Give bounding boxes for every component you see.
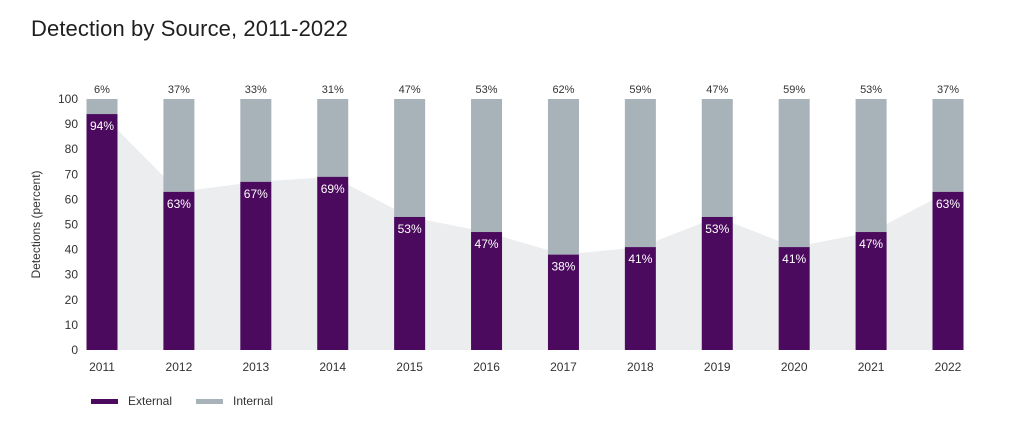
y-tick-0: 0: [71, 343, 78, 357]
label-external-2011: 94%: [90, 119, 114, 133]
bar-internal-2017: [547, 99, 579, 255]
label-external-2019: 53%: [705, 222, 729, 236]
label-external-2017: 38%: [551, 260, 575, 274]
bar-external-2015: [394, 216, 426, 350]
x-tick-2018: 2018: [627, 360, 654, 374]
x-tick-2017: 2017: [550, 360, 577, 374]
label-external-2012: 63%: [167, 197, 191, 211]
label-external-2018: 41%: [628, 252, 652, 266]
bar-internal-2018: [624, 99, 656, 248]
label-internal-2013: 33%: [245, 84, 267, 96]
label-external-2014: 69%: [321, 182, 345, 196]
legend-item-external: External: [91, 394, 172, 408]
bar-external-2013: [240, 181, 272, 350]
x-tick-2012: 2012: [166, 360, 193, 374]
label-internal-2015: 47%: [399, 84, 421, 96]
label-external-2015: 53%: [398, 222, 422, 236]
legend-item-internal: Internal: [196, 394, 273, 408]
label-internal-2021: 53%: [860, 84, 882, 96]
bar-layer: [86, 99, 964, 350]
bar-internal-2016: [471, 99, 503, 233]
legend-swatch-external: [91, 398, 118, 404]
y-tick-30: 30: [65, 268, 79, 282]
label-internal-2018: 59%: [629, 84, 651, 96]
x-tick-2011: 2011: [89, 360, 115, 374]
x-tick-2019: 2019: [704, 360, 731, 374]
legend-label-internal: Internal: [233, 394, 274, 408]
bar-internal-2020: [778, 99, 810, 248]
bar-external-2019: [701, 216, 733, 350]
y-tick-50: 50: [65, 218, 79, 232]
label-external-2022: 63%: [936, 197, 960, 211]
trend-area-layer: [102, 114, 948, 350]
bar-internal-2012: [163, 99, 195, 192]
x-tick-2014: 2014: [319, 360, 346, 374]
chart-legend: External Internal: [91, 394, 297, 408]
bar-external-2021: [855, 232, 887, 350]
bar-internal-2014: [317, 99, 349, 177]
bar-internal-2022: [932, 99, 964, 192]
label-internal-2020: 59%: [783, 84, 805, 96]
label-internal-2014: 31%: [322, 84, 344, 96]
chart-title: Detection by Source, 2011-2022: [31, 16, 348, 41]
label-external-2013: 67%: [244, 187, 268, 201]
bar-internal-2011: [86, 99, 118, 115]
label-external-2016: 47%: [475, 237, 499, 251]
bar-external-2011: [86, 114, 118, 350]
y-tick-100: 100: [58, 92, 78, 106]
label-internal-2017: 62%: [552, 84, 574, 96]
label-layer: 6% 94% 37% 63% 33% 67% 31% 69% 47% 53% 53% 47% 62% 38…: [90, 84, 960, 274]
y-tick-60: 60: [65, 192, 79, 206]
bar-external-2022: [932, 191, 964, 350]
bar-external-2017: [547, 254, 579, 350]
y-tick-80: 80: [65, 142, 79, 156]
bar-external-2012: [163, 191, 195, 350]
bar-internal-2013: [240, 99, 272, 182]
bar-external-2018: [624, 247, 656, 350]
bar-external-2020: [778, 247, 810, 350]
label-external-2021: 47%: [859, 237, 883, 251]
y-tick-40: 40: [65, 243, 79, 257]
label-internal-2012: 37%: [168, 84, 190, 96]
x-tick-2013: 2013: [242, 360, 269, 374]
label-internal-2016: 53%: [476, 84, 498, 96]
y-tick-20: 20: [65, 293, 79, 307]
x-tick-2015: 2015: [396, 360, 423, 374]
y-tick-10: 10: [65, 318, 79, 332]
x-tick-2020: 2020: [781, 360, 808, 374]
bar-internal-2015: [394, 99, 426, 217]
y-tick-90: 90: [65, 117, 79, 131]
x-tick-2022: 2022: [935, 360, 962, 374]
trend-area: [102, 114, 948, 350]
bar-external-2014: [317, 176, 349, 350]
axis-layer: 2011 2012 2013 2014 2015 2016 2017 2018 2019 2020…: [29, 92, 962, 374]
legend-label-external: External: [128, 394, 173, 408]
x-tick-2021: 2021: [858, 360, 885, 374]
label-external-2020: 41%: [782, 252, 806, 266]
label-internal-2019: 47%: [706, 84, 728, 96]
y-axis-title: Detections (percent): [29, 170, 43, 278]
y-tick-70: 70: [65, 167, 79, 181]
legend-swatch-internal: [196, 398, 224, 404]
label-internal-2022: 37%: [937, 84, 959, 96]
x-tick-2016: 2016: [473, 360, 500, 374]
bar-internal-2019: [701, 99, 733, 217]
bar-internal-2021: [855, 99, 887, 233]
bar-external-2016: [471, 232, 503, 350]
label-internal-2011: 6%: [94, 84, 110, 96]
